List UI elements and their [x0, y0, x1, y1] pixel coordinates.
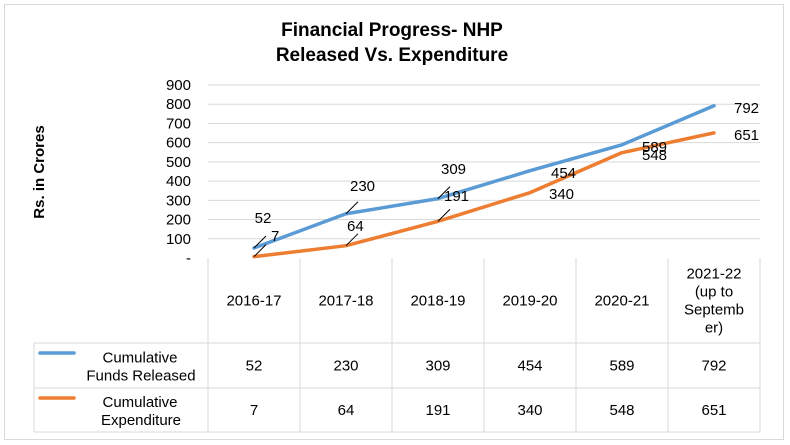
legend-label-1: Cumulative Funds Released	[86, 350, 195, 385]
y-axis-label: Rs. in Crores	[31, 125, 48, 218]
legend-label-2: Cumulative Expenditure	[101, 394, 181, 429]
y-tick-label-200: 200	[166, 212, 191, 229]
legend-label-line: Funds Released	[86, 368, 195, 385]
data-label-s1-6: 792	[734, 100, 759, 117]
y-axis-ticks: - 100 200 300 400 500 600 700 800 900	[166, 77, 191, 267]
y-tick-label-700: 700	[166, 115, 191, 132]
x-category-label-line: 2021-22	[686, 266, 741, 283]
x-category-label: 2016-17	[226, 293, 281, 310]
table-cell-s1-2: 230	[333, 358, 358, 375]
table-cell-s1-4: 454	[517, 358, 542, 375]
data-label-s2-6: 651	[734, 127, 759, 144]
table-cell-s2-6: 651	[701, 402, 726, 419]
table-cell-s2-3: 191	[425, 402, 450, 419]
data-label-leader	[437, 186, 451, 199]
table-cell-s1-3: 309	[425, 358, 450, 375]
y-tick-label-900: 900	[166, 77, 191, 94]
data-label-leader	[437, 208, 451, 222]
gridlines	[208, 84, 760, 240]
x-category-label-line: er)	[705, 320, 723, 337]
y-tick-label-100: 100	[166, 231, 191, 248]
table-cell-s1-6: 792	[701, 358, 726, 375]
x-category-label-line: 2019-20	[502, 293, 557, 310]
table-cell-s1-1: 52	[246, 358, 263, 375]
data-label-leader	[253, 235, 267, 249]
legend-label-line: Cumulative	[102, 350, 177, 367]
table-cell-s2-4: 340	[517, 402, 542, 419]
data-label-s2-2: 64	[347, 218, 364, 235]
data-label-leader	[345, 201, 359, 215]
x-category-label-line: (up to	[695, 284, 733, 301]
series-lines	[252, 104, 716, 259]
y-tick-label-400: 400	[166, 173, 191, 190]
x-category-label-line: 2018-19	[410, 293, 465, 310]
data-label-s2-3: 191	[444, 188, 469, 205]
data-label-s1-1: 52	[255, 210, 272, 227]
table-cell-s2-2: 64	[338, 402, 355, 419]
table-cell-s1-5: 589	[609, 358, 634, 375]
data-label-s1-3: 309	[441, 161, 466, 178]
data-label-leader	[345, 233, 359, 247]
x-category-label: 2020-21	[594, 293, 649, 310]
data-label-s2-5: 548	[642, 147, 667, 164]
data-label-s2-1: 7	[271, 228, 279, 245]
legend-label-line: Cumulative	[102, 394, 177, 411]
x-category-label-line: 2017-18	[318, 293, 373, 310]
x-category-label: 2018-19	[410, 293, 465, 310]
table-cell-s2-1: 7	[250, 402, 258, 419]
x-category-label: 2017-18	[318, 293, 373, 310]
data-label-s1-4: 454	[551, 165, 576, 182]
data-label-leader	[253, 244, 267, 258]
data-label-s1-2: 230	[350, 178, 375, 195]
y-tick-label-800: 800	[166, 96, 191, 113]
series-line-1	[252, 104, 716, 250]
data-table: 2016-17 2017-18 2018-19 2019-20 2020-21 2021-…	[33, 258, 761, 433]
x-category-label-line: 2020-21	[594, 293, 649, 310]
chart-title-line-1: Financial Progress- NHP	[281, 20, 503, 41]
y-tick-label-600: 600	[166, 135, 191, 152]
x-category-label: 2021-22 (up to Septemb er)	[684, 266, 744, 337]
x-category-label-line: 2016-17	[226, 293, 281, 310]
y-tick-label-300: 300	[166, 192, 191, 209]
data-label-s2-4: 340	[549, 186, 574, 203]
x-category-label: 2019-20	[502, 293, 557, 310]
y-tick-label-500: 500	[166, 154, 191, 171]
y-tick-label-0: -	[186, 250, 191, 267]
x-category-label-line: Septemb	[684, 302, 744, 319]
table-cell-s2-5: 548	[609, 402, 634, 419]
chart-title: Financial Progress- NHP Released Vs. Exp…	[276, 20, 508, 66]
data-labels: 52 230 309 454 589 792 7 64 191 340 548 651	[253, 100, 759, 258]
chart-title-line-2: Released Vs. Expenditure	[276, 45, 508, 66]
chart-frame	[4, 4, 784, 440]
data-label-s1-5: 589	[642, 139, 667, 156]
series-line-2	[252, 131, 716, 259]
legend-label-line: Expenditure	[101, 412, 181, 429]
